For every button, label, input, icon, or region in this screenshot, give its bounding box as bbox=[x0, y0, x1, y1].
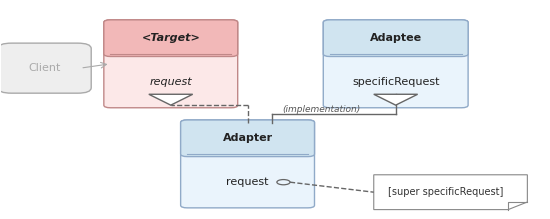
Text: <Target>: <Target> bbox=[141, 33, 200, 43]
Text: Adapter: Adapter bbox=[223, 133, 273, 143]
Polygon shape bbox=[374, 94, 417, 105]
FancyBboxPatch shape bbox=[323, 20, 468, 57]
FancyBboxPatch shape bbox=[180, 120, 315, 157]
Polygon shape bbox=[374, 175, 527, 210]
Text: request: request bbox=[226, 177, 269, 187]
Text: (implementation): (implementation) bbox=[283, 105, 361, 114]
Text: request: request bbox=[150, 77, 192, 87]
FancyBboxPatch shape bbox=[104, 20, 238, 57]
Text: Client: Client bbox=[29, 63, 60, 73]
FancyBboxPatch shape bbox=[180, 120, 315, 208]
Text: specificRequest: specificRequest bbox=[352, 77, 439, 87]
Text: [super specificRequest]: [super specificRequest] bbox=[388, 187, 503, 197]
Polygon shape bbox=[149, 94, 192, 105]
Text: Adaptee: Adaptee bbox=[370, 33, 422, 43]
FancyBboxPatch shape bbox=[104, 20, 238, 108]
FancyBboxPatch shape bbox=[0, 43, 91, 93]
FancyBboxPatch shape bbox=[323, 20, 468, 108]
